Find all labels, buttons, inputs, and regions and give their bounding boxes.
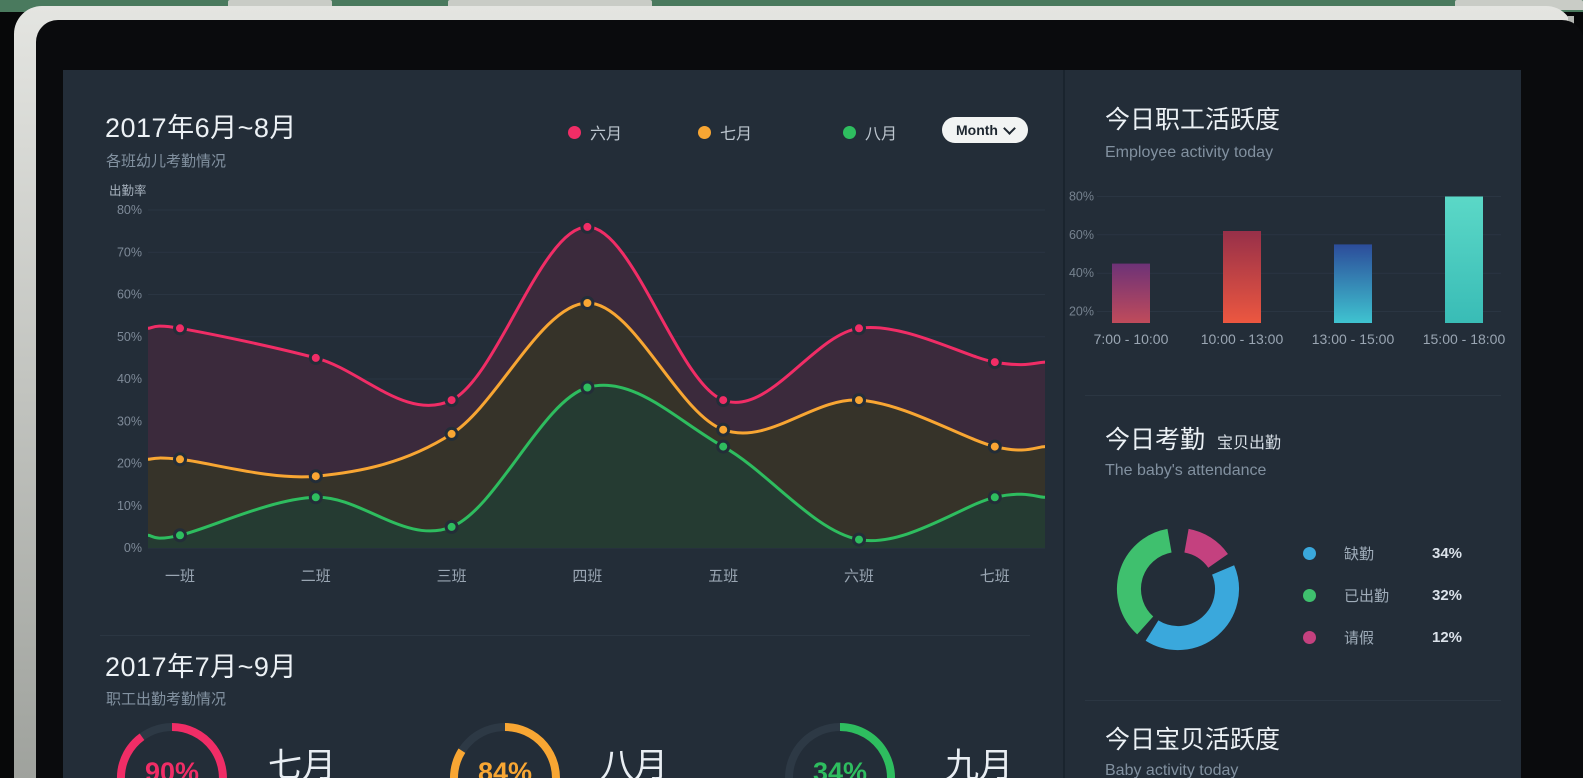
attendance-title-note: 宝贝出勤 [1217, 435, 1282, 452]
svg-text:80%: 80% [1069, 190, 1094, 204]
svg-text:60%: 60% [1069, 228, 1094, 242]
svg-text:六班: 六班 [844, 568, 874, 585]
donut-legend-row-leave[interactable]: 请假 12% [1303, 616, 1462, 658]
month-dropdown-button[interactable]: Month [942, 117, 1028, 143]
absent-label: 缺勤 [1344, 545, 1375, 563]
attendance-donut-chart [1116, 528, 1239, 651]
staff-rings-chart: 90% 84% 34% [116, 723, 896, 778]
ring-label-september: 九月 [945, 747, 1013, 778]
svg-text:15:00 - 18:00: 15:00 - 18:00 [1423, 331, 1506, 347]
chevron-down-icon [1003, 121, 1016, 135]
june-legend-label: 六月 [590, 126, 623, 143]
svg-text:30%: 30% [117, 414, 142, 428]
svg-text:10:00 - 13:00: 10:00 - 13:00 [1201, 331, 1284, 347]
main-chart-title: 2017年6月~8月 [105, 113, 297, 143]
svg-text:20%: 20% [1069, 305, 1094, 319]
absent-dot-icon [1303, 546, 1316, 560]
svg-text:40%: 40% [1069, 266, 1094, 280]
svg-text:50%: 50% [117, 330, 142, 344]
svg-text:七班: 七班 [980, 568, 1010, 585]
employee-activity-chart: 20% 40% 60% 80% 7:00 - 10:00 10:00 - 13:00 13:… [1069, 190, 1506, 348]
svg-text:五班: 五班 [708, 568, 738, 585]
y-axis-label: 出勤率 [109, 184, 147, 198]
present-label: 已出勤 [1344, 587, 1390, 605]
month-dropdown-label: Month [956, 122, 998, 138]
legend-item-july[interactable]: 七月 [698, 120, 752, 144]
svg-text:三班: 三班 [437, 568, 467, 585]
legend-item-august[interactable]: 八月 [843, 120, 897, 144]
attendance-title: 今日考勤 [1105, 426, 1206, 454]
present-dot-icon [1303, 588, 1316, 602]
dashboard-panel: 2017年6月~8月 各班幼儿考勤情况 六月 七月 八月 Month 出勤率 0… [63, 70, 1521, 778]
class-attendance-chart: 0% 10% 20% 30% 40% 50% 60% 70% 80% 一班 二班 三班 四班 五班 六班 七班 [117, 203, 1045, 585]
employee-activity-title: 今日职工活跃度 [1105, 106, 1281, 134]
svg-text:34%: 34% [813, 757, 867, 778]
july-legend-label: 七月 [720, 126, 753, 143]
svg-text:80%: 80% [117, 203, 142, 217]
svg-text:90%: 90% [145, 757, 199, 778]
background-tab [1455, 0, 1583, 10]
ring-label-july: 七月 [268, 747, 336, 778]
sidebar-section-divider [1085, 395, 1501, 396]
donut-legend-row-present[interactable]: 已出勤 32% [1303, 574, 1462, 616]
staff-section-title: 2017年7月~9月 [105, 652, 297, 682]
svg-text:10%: 10% [117, 499, 142, 513]
svg-text:60%: 60% [117, 288, 142, 302]
svg-text:20%: 20% [117, 457, 142, 471]
svg-text:13:00 - 15:00: 13:00 - 15:00 [1312, 331, 1395, 347]
august-legend-label: 八月 [865, 126, 898, 143]
june-legend-dot-icon [568, 125, 581, 139]
svg-text:84%: 84% [478, 757, 532, 778]
sidebar-divider [1063, 70, 1065, 778]
employee-activity-subtitle: Employee activity today [1105, 144, 1274, 161]
svg-text:一班: 一班 [165, 568, 195, 585]
present-value: 32% [1432, 586, 1463, 604]
svg-text:70%: 70% [117, 245, 142, 259]
absent-value: 34% [1432, 544, 1463, 562]
donut-legend: 缺勤 34% 已出勤 32% 请假 12% [1303, 532, 1462, 658]
leave-dot-icon [1303, 630, 1316, 644]
svg-text:四班: 四班 [572, 568, 602, 585]
ring-label-august: 八月 [600, 747, 668, 778]
attendance-subtitle: The baby's attendance [1105, 462, 1267, 479]
leave-label: 请假 [1344, 629, 1375, 647]
august-legend-dot-icon [843, 125, 856, 139]
background-tab [448, 0, 652, 8]
background-tab [228, 0, 332, 10]
svg-text:二班: 二班 [301, 568, 331, 585]
svg-text:0%: 0% [124, 541, 142, 555]
section-divider [100, 635, 1030, 636]
sidebar-section-divider [1085, 700, 1501, 701]
baby-activity-subtitle: Baby activity today [1105, 762, 1239, 778]
attendance-title-row: 今日考勤 宝贝出勤 [1105, 420, 1281, 456]
donut-legend-row-absent[interactable]: 缺勤 34% [1303, 532, 1462, 574]
leave-value: 12% [1432, 628, 1463, 646]
july-legend-dot-icon [698, 125, 711, 139]
svg-text:7:00 - 10:00: 7:00 - 10:00 [1094, 331, 1169, 347]
legend-item-june[interactable]: 六月 [568, 120, 622, 144]
staff-section-subtitle: 职工出勤考勤情况 [106, 691, 227, 708]
main-chart-subtitle: 各班幼儿考勤情况 [106, 153, 227, 170]
baby-activity-title: 今日宝贝活跃度 [1105, 726, 1281, 754]
svg-text:40%: 40% [117, 372, 142, 386]
